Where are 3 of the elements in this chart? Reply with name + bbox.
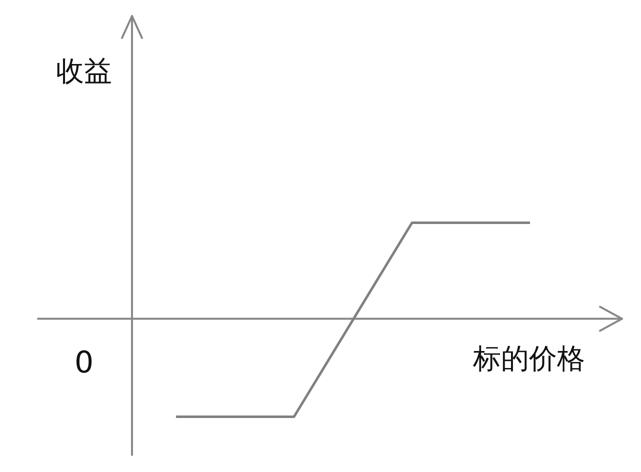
annotation: 0 — [74, 346, 94, 381]
y-axis-title: 收益 — [56, 54, 112, 88]
x-axis-title: 标的价格 — [472, 342, 585, 376]
